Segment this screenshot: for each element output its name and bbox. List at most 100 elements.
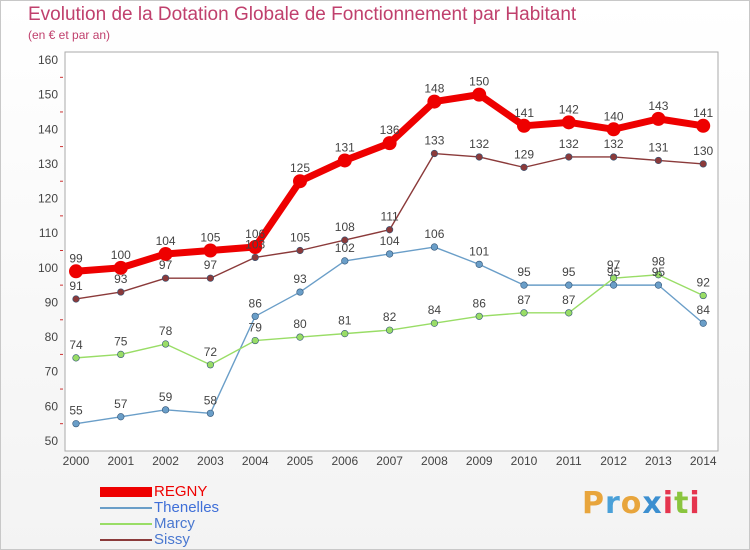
data-label: 103 bbox=[245, 237, 265, 251]
data-label: 95 bbox=[562, 265, 576, 279]
data-label: 86 bbox=[473, 296, 487, 310]
data-point bbox=[251, 253, 259, 262]
data-point bbox=[386, 326, 394, 334]
data-point bbox=[293, 174, 307, 189]
legend-item-thenelles: Thenelles bbox=[100, 500, 219, 516]
data-label: 141 bbox=[514, 106, 534, 120]
data-point bbox=[296, 333, 304, 341]
data-label: 87 bbox=[562, 293, 576, 307]
data-point bbox=[117, 350, 125, 359]
data-point bbox=[430, 149, 439, 158]
y-tick-label: 150 bbox=[38, 88, 58, 102]
data-label: 95 bbox=[517, 265, 531, 279]
legend-swatch bbox=[100, 523, 152, 525]
data-label: 132 bbox=[604, 137, 624, 151]
data-label: 80 bbox=[293, 317, 307, 331]
data-label: 93 bbox=[293, 272, 307, 286]
data-point bbox=[162, 274, 170, 282]
data-point bbox=[609, 153, 618, 161]
data-label: 91 bbox=[69, 279, 83, 293]
data-point bbox=[475, 153, 483, 161]
data-label: 74 bbox=[69, 338, 83, 352]
logo-letter: t bbox=[674, 486, 690, 521]
logo-letter: r bbox=[605, 486, 621, 521]
data-label: 57 bbox=[114, 397, 128, 411]
data-point bbox=[520, 163, 528, 171]
data-point bbox=[248, 240, 263, 255]
data-label: 86 bbox=[249, 296, 263, 310]
data-label: 142 bbox=[559, 102, 579, 116]
legend-item-regny: REGNY bbox=[100, 484, 219, 500]
x-tick-label: 2012 bbox=[600, 454, 627, 468]
x-tick-label: 2009 bbox=[466, 454, 493, 468]
y-tick-label: 50 bbox=[45, 434, 59, 448]
data-label: 140 bbox=[604, 109, 624, 123]
data-point bbox=[386, 226, 394, 234]
legend-swatch bbox=[100, 539, 152, 541]
data-label: 143 bbox=[648, 99, 668, 113]
y-tick-label: 140 bbox=[38, 122, 58, 136]
data-label: 104 bbox=[380, 234, 400, 248]
y-tick-label: 130 bbox=[38, 157, 58, 171]
data-label: 131 bbox=[335, 140, 355, 154]
data-label: 130 bbox=[693, 144, 713, 158]
data-point bbox=[341, 257, 349, 265]
data-point bbox=[206, 409, 214, 417]
data-point bbox=[117, 288, 125, 296]
data-label: 87 bbox=[517, 293, 531, 307]
data-point bbox=[72, 295, 80, 303]
x-tick-label: 2004 bbox=[242, 454, 269, 468]
data-label: 78 bbox=[159, 324, 173, 338]
data-label: 125 bbox=[290, 161, 310, 175]
data-point bbox=[341, 330, 349, 338]
data-point bbox=[386, 250, 394, 258]
data-point bbox=[565, 153, 573, 161]
data-label: 132 bbox=[469, 137, 489, 151]
data-point bbox=[565, 309, 573, 317]
data-label: 104 bbox=[156, 234, 176, 248]
data-point bbox=[565, 281, 573, 289]
data-point bbox=[699, 319, 707, 327]
x-tick-label: 2013 bbox=[645, 454, 672, 468]
data-point bbox=[117, 413, 125, 421]
data-point bbox=[162, 340, 170, 348]
x-tick-label: 2001 bbox=[107, 454, 134, 468]
data-label: 108 bbox=[335, 220, 355, 234]
data-point bbox=[251, 336, 259, 345]
y-tick-label: 90 bbox=[45, 295, 59, 309]
data-label: 55 bbox=[69, 404, 83, 418]
data-label: 111 bbox=[380, 210, 399, 224]
data-label: 136 bbox=[380, 123, 400, 137]
x-tick-label: 2010 bbox=[511, 454, 538, 468]
data-label: 97 bbox=[204, 258, 218, 272]
x-tick-label: 2007 bbox=[376, 454, 403, 468]
data-label: 72 bbox=[204, 345, 218, 359]
x-tick-label: 2002 bbox=[152, 454, 179, 468]
proxiti-logo: Proxiti bbox=[582, 486, 701, 521]
x-tick-label: 2014 bbox=[690, 454, 717, 468]
data-label: 148 bbox=[424, 82, 444, 96]
y-tick-label: 100 bbox=[38, 261, 58, 275]
data-label: 84 bbox=[428, 303, 442, 317]
logo-letter: P bbox=[582, 486, 605, 521]
legend-label: Sissy bbox=[154, 531, 190, 548]
x-tick-label: 2011 bbox=[556, 454, 582, 468]
data-point bbox=[203, 243, 218, 258]
y-tick-label: 60 bbox=[45, 399, 59, 413]
data-point bbox=[296, 288, 304, 296]
data-label: 131 bbox=[648, 140, 668, 154]
legend-item-sissy: Sissy bbox=[100, 532, 219, 548]
data-point bbox=[430, 243, 439, 251]
data-point bbox=[609, 281, 618, 289]
data-point bbox=[206, 274, 214, 282]
data-label: 97 bbox=[607, 258, 621, 272]
data-point bbox=[606, 122, 621, 137]
data-point bbox=[517, 118, 531, 133]
data-label: 93 bbox=[114, 272, 128, 286]
data-point bbox=[158, 246, 173, 261]
data-label: 101 bbox=[469, 244, 489, 258]
data-label: 100 bbox=[111, 248, 131, 262]
data-point bbox=[475, 260, 483, 268]
data-label: 132 bbox=[559, 137, 579, 151]
